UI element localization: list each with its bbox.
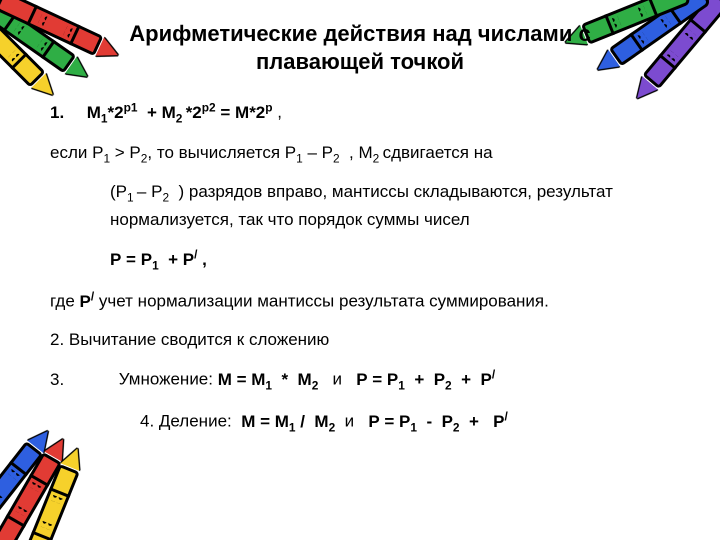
title-line-2: плавающей точкой bbox=[256, 49, 464, 74]
item-3-number: 3. bbox=[50, 367, 114, 393]
item-1-explanation: (Р1 – Р2 ) разрядов вправо, мантиссы скл… bbox=[50, 179, 650, 233]
item-1-where: где Р/ учет нормализации мантиссы резуль… bbox=[50, 287, 650, 315]
item-1-number: 1. bbox=[50, 100, 82, 126]
slide-body: 1. М1*2р1 + М2 *2р2 = М*2р , если Р1 > Р… bbox=[50, 98, 650, 448]
item-3: 3. Умножение: М = М1 * М2 и Р = Р1 + Р2 … bbox=[50, 365, 650, 395]
item-2: 2. Вычитание сводится к сложению bbox=[50, 327, 650, 353]
title-line-1: Арифметические действия над числами с bbox=[129, 21, 590, 46]
item-1-condition: если Р1 > Р2, то вычисляется Р1 – Р2 , М… bbox=[50, 140, 650, 168]
item-1-result: Р = Р1 + Р/ , bbox=[50, 246, 650, 276]
item-2-text: 2. Вычитание сводится к сложению bbox=[50, 330, 329, 349]
slide-title: Арифметические действия над числами с пл… bbox=[0, 20, 720, 75]
item-4: 4. Деление: М = М1 / М2 и Р = Р1 - Р2 + … bbox=[50, 407, 650, 437]
item-1: 1. М1*2р1 + М2 *2р2 = М*2р , bbox=[50, 98, 650, 128]
slide: Арифметические действия над числами с пл… bbox=[0, 0, 720, 540]
item-1-formula: М1*2р1 + М2 *2р2 = М*2р bbox=[87, 103, 278, 122]
